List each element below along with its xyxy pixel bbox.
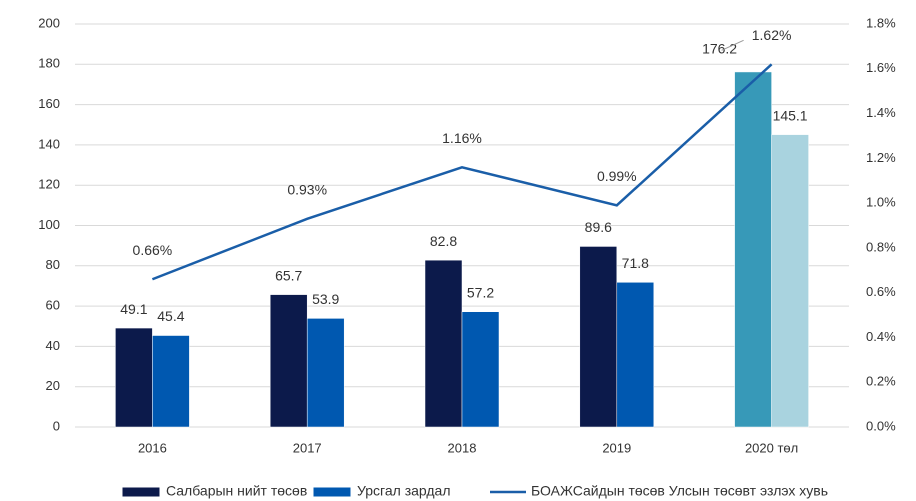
bar <box>616 282 655 428</box>
y2-tick-label: 1.6% <box>866 60 896 75</box>
line-label: 0.99% <box>597 168 637 184</box>
bar <box>269 294 308 428</box>
y-tick-label: 100 <box>38 217 60 232</box>
line-label: 1.16% <box>442 130 482 146</box>
bar-label: 53.9 <box>312 291 339 307</box>
line-label: 1.62% <box>752 27 792 43</box>
x-tick-label: 2020 төл <box>745 440 798 455</box>
x-tick-label: 2016 <box>138 440 167 455</box>
x-tick-label: 2019 <box>602 440 631 455</box>
y-tick-label: 180 <box>38 56 60 71</box>
y-tick-label: 200 <box>38 15 60 30</box>
y2-tick-label: 0.2% <box>866 374 896 389</box>
bar-label: 82.8 <box>430 233 457 249</box>
y-tick-label: 160 <box>38 96 60 111</box>
leader-line <box>721 39 744 51</box>
legend-label: БОАЖСайдын төсөв Улсын төсөвт эзлэх хувь <box>531 483 828 499</box>
y-tick-label: 80 <box>46 257 60 272</box>
y-tick-label: 140 <box>38 136 60 151</box>
bar-label: 49.1 <box>120 301 147 317</box>
bar <box>115 327 153 428</box>
bar-label: 89.6 <box>585 219 612 235</box>
legend-label: Урсгал зардал <box>357 483 451 499</box>
bar <box>734 71 772 428</box>
x-tick-label: 2017 <box>293 440 322 455</box>
bar-label: 176.2 <box>702 41 737 57</box>
y2-tick-label: 0.0% <box>866 418 896 433</box>
bar <box>152 335 190 428</box>
legend-swatch <box>312 486 352 498</box>
y-tick-label: 40 <box>46 338 60 353</box>
bar-label: 65.7 <box>275 267 302 283</box>
y2-tick-label: 0.8% <box>866 239 896 254</box>
y2-tick-label: 0.4% <box>866 329 896 344</box>
y-tick-label: 60 <box>46 298 60 313</box>
bar <box>424 259 463 428</box>
bar-label: 57.2 <box>467 284 494 300</box>
y-tick-label: 20 <box>46 378 60 393</box>
y2-tick-label: 1.2% <box>866 150 896 165</box>
y2-tick-label: 0.6% <box>866 284 896 299</box>
y-tick-label: 0 <box>53 418 60 433</box>
legend-label: Салбарын нийт төсөв <box>166 483 307 499</box>
y2-tick-label: 1.4% <box>866 105 896 120</box>
legend-swatch <box>121 486 161 498</box>
bar <box>306 318 345 428</box>
bar <box>771 134 809 428</box>
bar-label: 71.8 <box>622 255 649 271</box>
line-label: 0.66% <box>133 242 173 258</box>
y-tick-label: 120 <box>38 177 60 192</box>
line <box>151 63 773 281</box>
bar <box>579 246 618 428</box>
y2-tick-label: 1.8% <box>866 15 896 30</box>
bar <box>461 311 500 428</box>
bar-label: 45.4 <box>157 308 184 324</box>
bar-label: 145.1 <box>773 107 808 123</box>
y2-tick-label: 1.0% <box>866 195 896 210</box>
line-label: 0.93% <box>287 181 327 197</box>
x-tick-label: 2018 <box>448 440 477 455</box>
